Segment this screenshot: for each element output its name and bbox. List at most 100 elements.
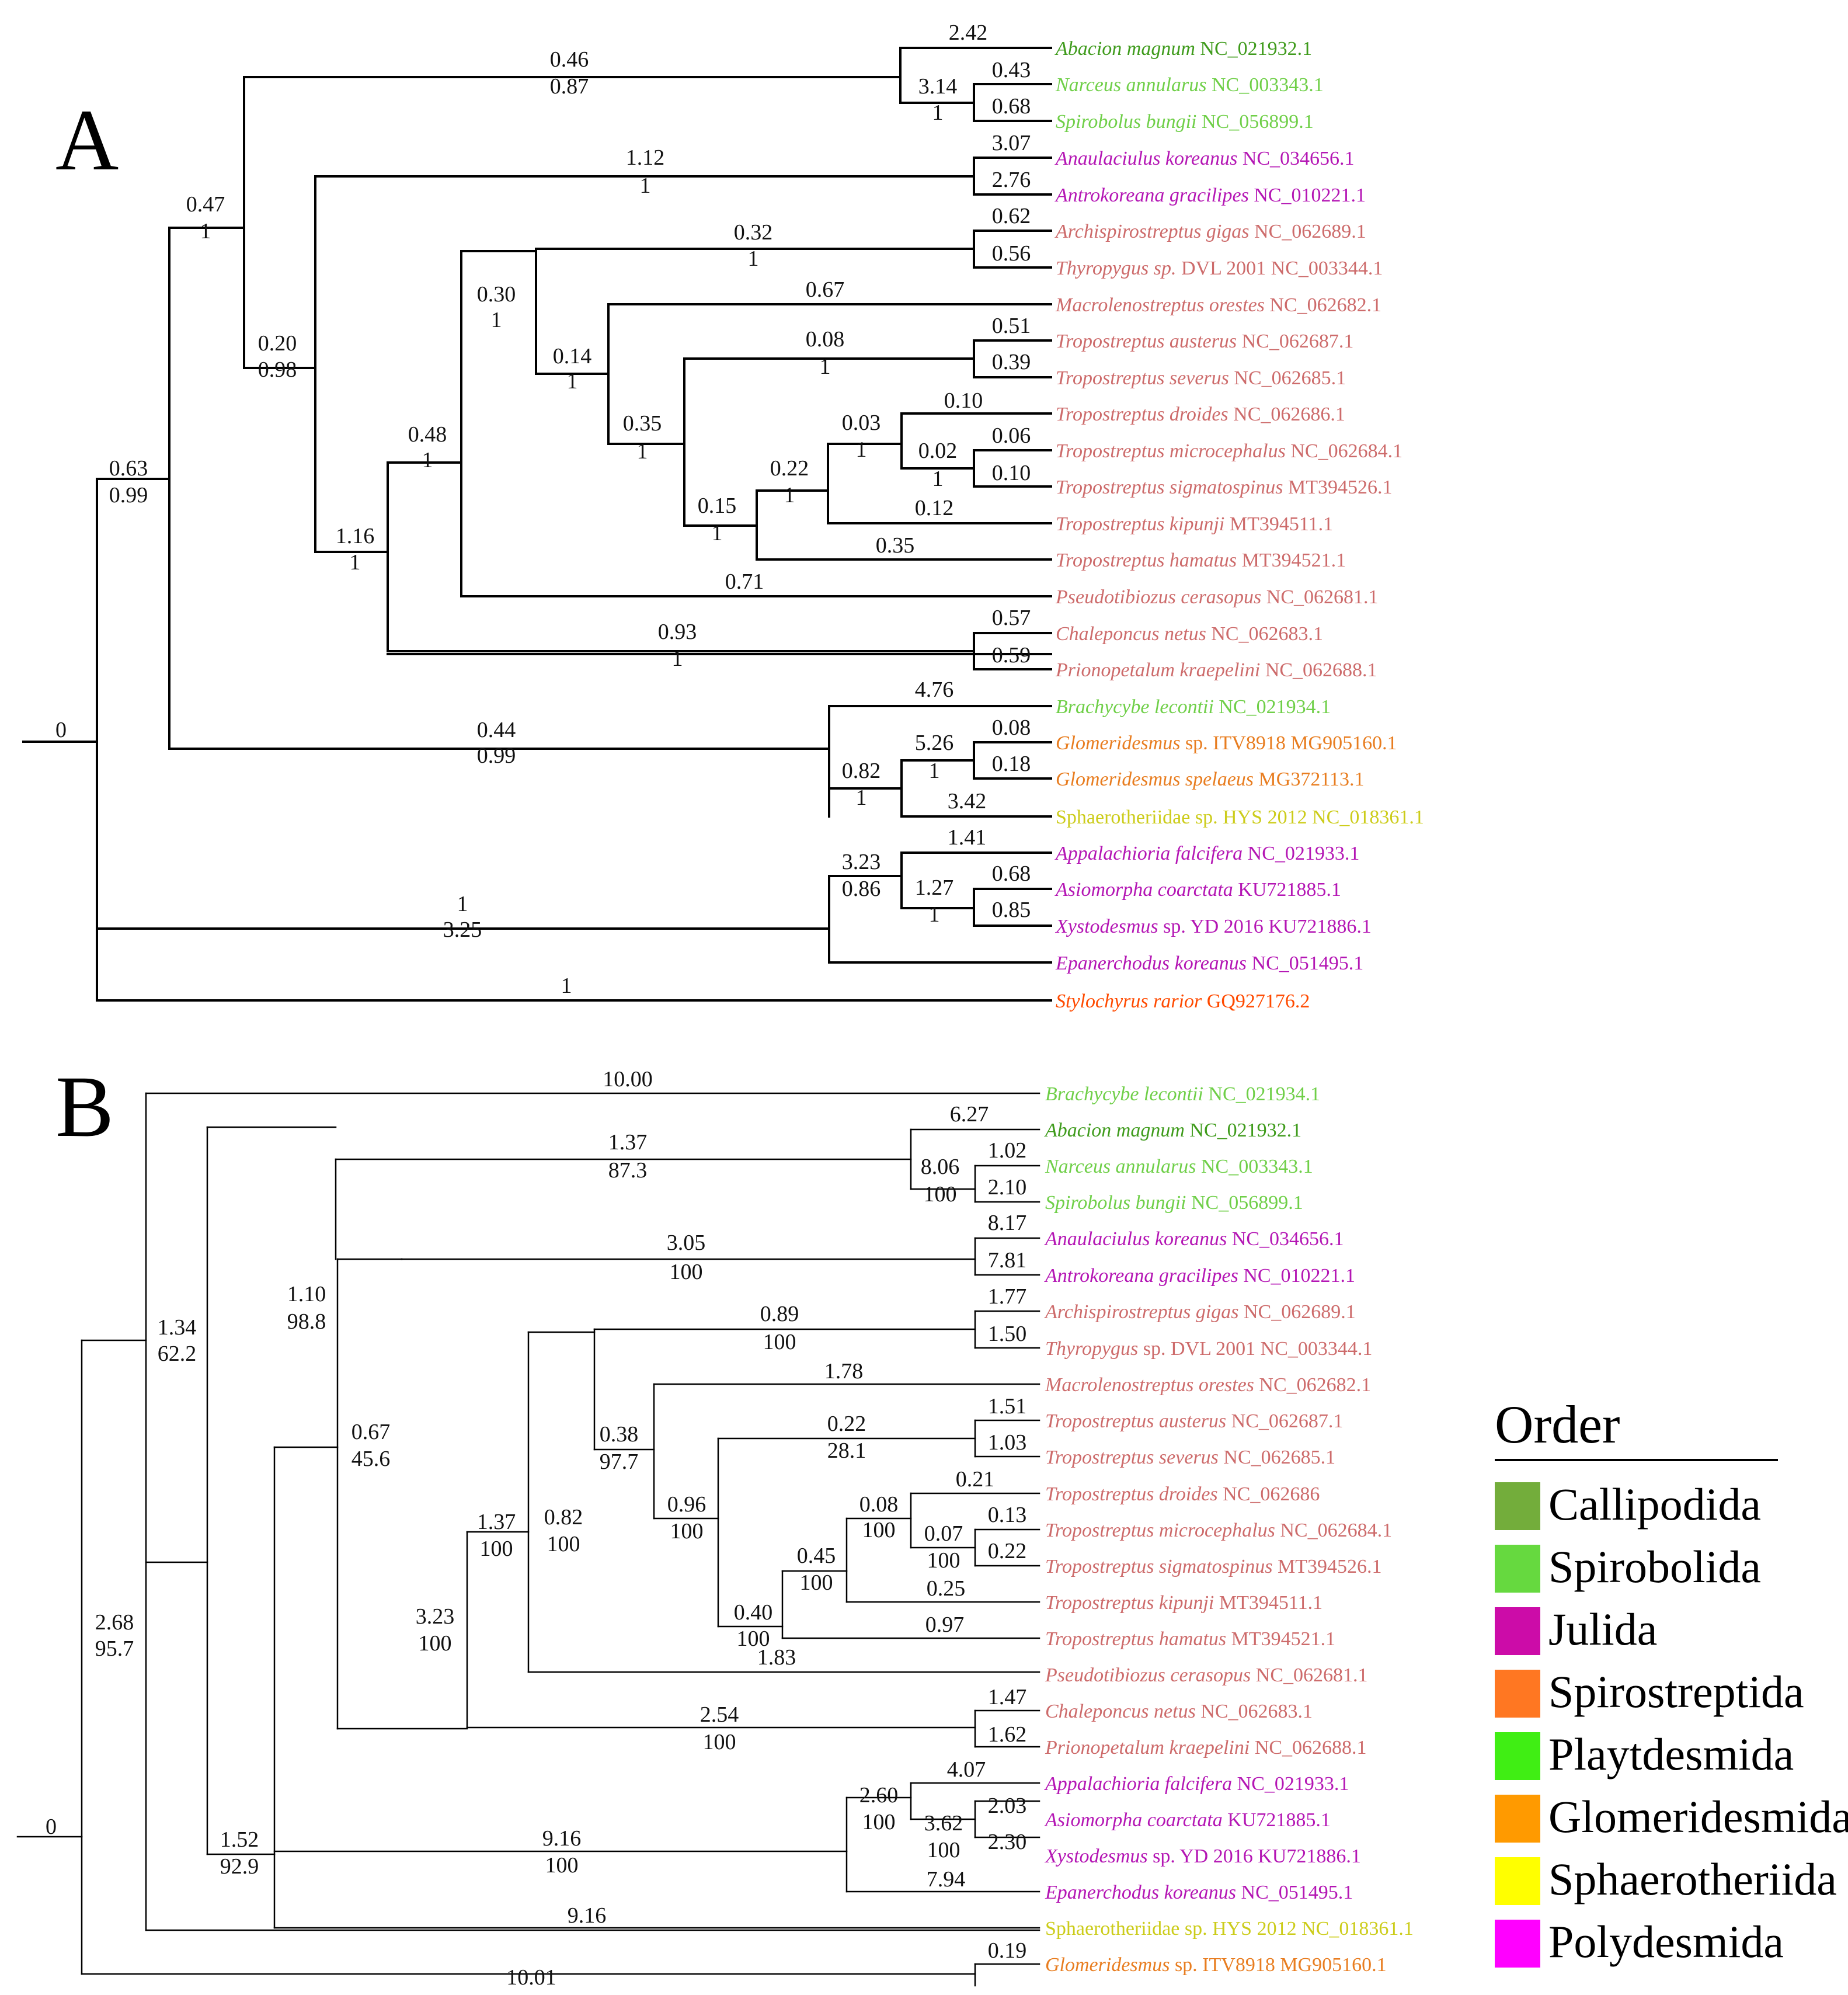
panel-b-branch-label: 100 bbox=[927, 1838, 960, 1862]
panel-a-branch-label: 0.86 bbox=[842, 877, 881, 901]
panel-b-branch-label: 3.62 bbox=[924, 1811, 963, 1836]
panel-a-taxon-label: Glomeridesmus spelaeus MG372113.1 bbox=[1056, 769, 1365, 790]
panel-a-branch-label: 0.46 bbox=[550, 47, 589, 72]
panel-a-taxon-label: Asiomorpha coarctata KU721885.1 bbox=[1054, 879, 1341, 901]
panel-a-taxon-label: Pseudotibiozus cerasopus NC_062681.1 bbox=[1055, 586, 1379, 608]
legend-item-label: Playtdesmida bbox=[1548, 1729, 1794, 1779]
panel-a-branch-label: 3.14 bbox=[918, 74, 958, 99]
panel-b-branch-label: 1.37 bbox=[608, 1130, 648, 1155]
panel-a-taxon-label: Stylochyrus rarior GQ927176.2 bbox=[1056, 990, 1310, 1012]
panel-b-taxon-label: Tropostreptus microcephalus NC_062684.1 bbox=[1045, 1520, 1392, 1541]
panel-a-taxon-label: Tropostreptus austerus NC_062687.1 bbox=[1056, 331, 1353, 352]
panel-b-branch-label: 2.10 bbox=[988, 1175, 1027, 1200]
panel-b-branch-label: 92.9 bbox=[220, 1854, 259, 1879]
panel-b-branch-label: 6.27 bbox=[950, 1102, 989, 1127]
panel-b-branch-label: 0.19 bbox=[988, 1938, 1027, 1963]
panel-a-taxon-label: Xystodesmus sp. YD 2016 KU721886.1 bbox=[1054, 916, 1372, 937]
panel-a-branch-label: 0.82 bbox=[842, 759, 881, 783]
panel-a-branch-label: 1 bbox=[640, 173, 651, 198]
panel-b-branch-label: 2.54 bbox=[700, 1702, 739, 1727]
panel-b-branch-label: 100 bbox=[545, 1853, 579, 1878]
panel-a-branch-label: 1 bbox=[784, 483, 795, 508]
panel-b-taxon-label: Archispirostreptus gigas NC_062689.1 bbox=[1044, 1301, 1356, 1323]
panel-a-branch-label: 0.43 bbox=[992, 58, 1031, 82]
panel-a-taxon-label: Thyropygus sp. DVL 2001 NC_003344.1 bbox=[1056, 258, 1383, 279]
panel-a-branch-label: 0.08 bbox=[992, 715, 1031, 740]
panel-b-branch-label: 7.81 bbox=[988, 1248, 1027, 1273]
panel-b-branch-label: 1.52 bbox=[220, 1827, 259, 1852]
panel-a-taxon-label: Epanerchodus koreanus NC_051495.1 bbox=[1055, 953, 1363, 974]
panel-a-branch-label: 1 bbox=[932, 100, 944, 125]
panel-a-branch-label: 0.99 bbox=[109, 483, 148, 508]
panel-b-label: B bbox=[55, 1058, 114, 1155]
panel-a-branch-label: 5.26 bbox=[915, 731, 954, 755]
panel-a-taxon-label: Tropostreptus sigmatospinus MT394526.1 bbox=[1056, 477, 1393, 498]
panel-b-branch-label: 9.16 bbox=[568, 1903, 607, 1928]
panel-b-branch-label: 28.1 bbox=[827, 1438, 866, 1463]
panel-a-branch-label: 1 bbox=[637, 439, 648, 464]
panel-b-branch-label: 45.6 bbox=[351, 1447, 391, 1471]
panel-a-branch-label: 1.27 bbox=[915, 875, 954, 900]
panel-a-branch-label: 0.87 bbox=[550, 74, 589, 99]
panel-a-branch-label: 1 bbox=[932, 467, 944, 491]
panel-b-taxon-label: Epanerchodus koreanus NC_051495.1 bbox=[1045, 1882, 1353, 1903]
legend-item-label: Glomeridesmida bbox=[1548, 1791, 1848, 1842]
legend-item-label: Spirostreptida bbox=[1548, 1666, 1804, 1717]
panel-a-taxon-label: Macrolenostreptus orestes NC_062682.1 bbox=[1055, 294, 1381, 316]
panel-a-branch-label: 0.48 bbox=[408, 422, 447, 447]
legend-swatch bbox=[1495, 1482, 1540, 1530]
panel-b-branch-label: 100 bbox=[800, 1570, 833, 1595]
panel-a-branch-label: 0.08 bbox=[806, 327, 845, 352]
panel-a-branch-label: 1 bbox=[491, 308, 502, 332]
panel-a-branch-label: 0.12 bbox=[915, 496, 954, 520]
panel-a-taxon-label: Antrokoreana gracilipes NC_010221.1 bbox=[1054, 185, 1366, 206]
panel-a-branch-label: 0.30 bbox=[477, 282, 516, 307]
panel-a-branch-label: 1 bbox=[567, 369, 578, 394]
panel-a-branch-label: 2.76 bbox=[992, 168, 1031, 192]
panel-a-taxon-label: Tropostreptus microcephalus NC_062684.1 bbox=[1056, 440, 1402, 462]
panel-a-branch-label: 3.23 bbox=[842, 850, 881, 874]
panel-b-branch-label: 1.77 bbox=[988, 1284, 1027, 1309]
panel-a-branch-label: 0.03 bbox=[842, 411, 881, 435]
panel-b-taxon-label: Tropostreptus droides NC_062686 bbox=[1045, 1483, 1320, 1505]
panel-a-branch-label: 1 bbox=[929, 902, 940, 927]
panel-b-branch-label: 0.38 bbox=[600, 1422, 639, 1447]
panel-a-branch-label: 1 bbox=[712, 521, 723, 545]
panel-b-branch-label: 1.02 bbox=[988, 1138, 1027, 1163]
panel-b-branch-label: 100 bbox=[862, 1518, 896, 1542]
panel-a-branch-label: 0.39 bbox=[992, 350, 1031, 374]
panel-a-branch-label: 0.99 bbox=[477, 743, 516, 768]
panel-a-branch-label: 0.68 bbox=[992, 861, 1031, 886]
panel-b-taxon-label: Thyropygus sp. DVL 2001 NC_003344.1 bbox=[1045, 1338, 1372, 1360]
legend-item-label: Callipodida bbox=[1548, 1479, 1761, 1530]
panel-b-taxon-label: Brachycybe lecontii NC_021934.1 bbox=[1045, 1083, 1320, 1105]
panel-a-taxon-label: Sphaerotheriidae sp. HYS 2012 NC_018361.… bbox=[1056, 807, 1424, 828]
panel-b-branch-label: 98.8 bbox=[287, 1309, 326, 1334]
panel-a-taxon-label: Appalachioria falcifera NC_021933.1 bbox=[1054, 843, 1359, 864]
panel-a-taxon-label: Tropostreptus kipunji MT394511.1 bbox=[1056, 513, 1333, 535]
panel-a-branch-label: 0.93 bbox=[658, 620, 697, 644]
panel-a-branch-label: 1 bbox=[672, 647, 683, 671]
panel-b-branch-label: 0.67 bbox=[351, 1420, 391, 1444]
panel-b-taxon-label: Abacion magnum NC_021932.1 bbox=[1044, 1120, 1301, 1141]
panel-a-branch-label: 0.56 bbox=[992, 241, 1031, 266]
panel-b-taxon-label: Antrokoreana gracilipes NC_010221.1 bbox=[1044, 1265, 1355, 1287]
panel-a-branch-label: 1 bbox=[561, 974, 572, 998]
legend-swatch bbox=[1495, 1920, 1540, 1968]
panel-b-taxon-label: Macrolenostreptus orestes NC_062682.1 bbox=[1045, 1374, 1371, 1396]
panel-a-taxon-label: Abacion magnum NC_021932.1 bbox=[1054, 38, 1312, 60]
legend-item-label: Spirobolida bbox=[1548, 1541, 1761, 1592]
legend-swatch bbox=[1495, 1857, 1540, 1905]
panel-b-branch-label: 0.82 bbox=[544, 1505, 583, 1530]
panel-b-taxon-label: Xystodesmus sp. YD 2016 KU721886.1 bbox=[1044, 1845, 1361, 1867]
panel-b-branch-label: 1.78 bbox=[824, 1359, 864, 1384]
panel-a-branch-label: 0.35 bbox=[623, 411, 662, 436]
panel-b-branch-label: 1.83 bbox=[757, 1645, 796, 1670]
panel-a-branch-label: 1.16 bbox=[336, 524, 375, 548]
panel-b-branch-label: 2.30 bbox=[988, 1830, 1027, 1854]
panel-b-branch-label: 97.7 bbox=[600, 1450, 639, 1474]
panel-b-branch-label: 0.45 bbox=[797, 1544, 836, 1568]
panel-a-branch-label: 1 bbox=[820, 354, 831, 379]
